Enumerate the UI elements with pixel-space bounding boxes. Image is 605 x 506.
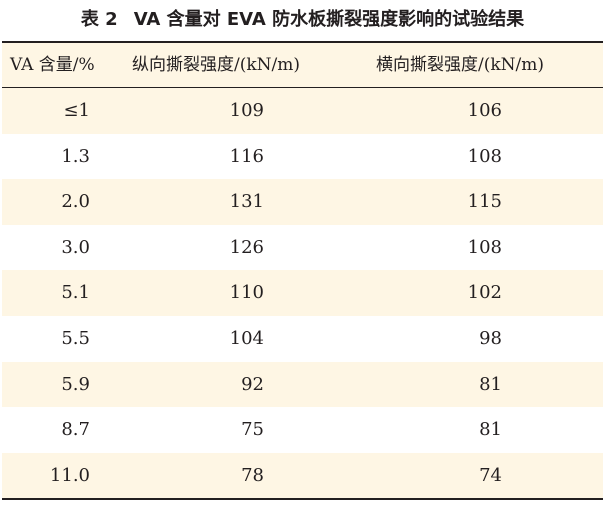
table-caption: 表 2 VA 含量对 EVA 防水板撕裂强度影响的试验结果 <box>0 0 605 40</box>
cell-transverse: 98 <box>479 327 502 349</box>
cell-longitudinal: 104 <box>229 327 264 349</box>
cell-longitudinal: 116 <box>229 145 264 167</box>
header-va-content: VA 含量/% <box>10 55 95 75</box>
table-row: 2.0 131 115 <box>2 179 603 225</box>
header-transverse-tear-strength: 横向撕裂强度/(kN/m) <box>376 55 545 75</box>
table-row: 8.7 75 81 <box>2 407 603 453</box>
cell-longitudinal: 78 <box>241 464 264 486</box>
cell-va-content: 5.9 <box>61 373 90 395</box>
cell-va-content: 5.1 <box>61 282 90 304</box>
table-header-rule <box>2 87 603 88</box>
cell-transverse: 108 <box>467 145 502 167</box>
cell-transverse: 108 <box>467 236 502 258</box>
table-row: 5.9 92 81 <box>2 362 603 408</box>
cell-transverse: 115 <box>467 191 502 213</box>
cell-va-content: 3.0 <box>61 236 90 258</box>
cell-transverse: 106 <box>467 100 502 121</box>
cell-va-content: ≤1 <box>63 100 90 121</box>
cell-longitudinal: 109 <box>229 100 264 121</box>
table-row: ≤1 109 106 <box>2 88 603 134</box>
cell-transverse: 81 <box>479 373 502 395</box>
header-longitudinal-tear-strength: 纵向撕裂强度/(kN/m) <box>132 55 301 75</box>
table-row: 5.1 110 102 <box>2 270 603 316</box>
cell-va-content: 5.5 <box>61 327 90 349</box>
table-top-rule <box>2 41 603 43</box>
table-bottom-rule <box>2 498 603 500</box>
cell-va-content: 11.0 <box>49 464 90 486</box>
cell-longitudinal: 131 <box>229 191 264 213</box>
table-row: 5.5 104 98 <box>2 315 603 362</box>
cell-va-content: 1.3 <box>61 145 90 167</box>
cell-longitudinal: 75 <box>241 419 264 441</box>
cell-transverse: 74 <box>479 464 502 486</box>
cell-va-content: 8.7 <box>61 419 90 441</box>
table-number: 表 2 <box>80 9 118 30</box>
cell-longitudinal: 92 <box>241 373 264 395</box>
cell-longitudinal: 110 <box>229 282 264 304</box>
table-row: 1.3 116 108 <box>2 133 603 180</box>
cell-longitudinal: 126 <box>229 236 264 258</box>
cell-transverse: 102 <box>467 282 502 304</box>
table-row: 11.0 78 74 <box>2 453 603 499</box>
cell-transverse: 81 <box>479 419 502 441</box>
table-body: ≤1 109 106 1.3 116 108 2.0 131 115 3.0 1… <box>2 88 603 498</box>
table-row: 3.0 126 108 <box>2 224 603 271</box>
table-title: VA 含量对 EVA 防水板撕裂强度影响的试验结果 <box>133 9 525 30</box>
table-header: VA 含量/% 纵向撕裂强度/(kN/m) 横向撕裂强度/(kN/m) <box>2 43 603 87</box>
cell-va-content: 2.0 <box>61 191 90 213</box>
